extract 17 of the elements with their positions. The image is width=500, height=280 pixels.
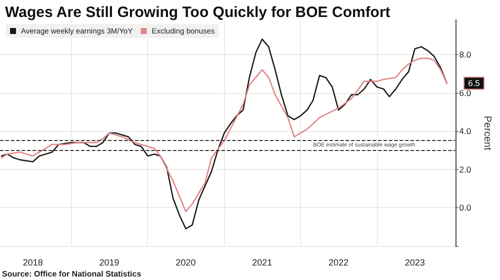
y-tick-label: 6.0 (459, 88, 472, 98)
x-tick-label: 2023 (404, 258, 425, 268)
y-tick-label: 8.0 (459, 49, 472, 60)
x-tick-label: 2020 (176, 258, 196, 268)
annotation: 6.5 (468, 78, 480, 88)
y-tick-label: 4.0 (459, 126, 472, 136)
x-tick-label: 2022 (328, 258, 349, 268)
x-tick-label: 2021 (252, 258, 272, 268)
line-series (0, 58, 448, 212)
chart-title: Wages Are Still Growing Too Quickly for BOE Comfort (5, 4, 390, 21)
x-tick-label: 2019 (99, 258, 120, 268)
line-series (0, 38, 448, 230)
y-tick-label: 2.0 (459, 164, 472, 174)
source-note: Source: Office for National Statistics (2, 270, 142, 278)
y-tick-label: 0.0 (459, 202, 472, 213)
x-tick-label: 2018 (22, 258, 43, 268)
y-axis-title: Percent (482, 116, 492, 150)
